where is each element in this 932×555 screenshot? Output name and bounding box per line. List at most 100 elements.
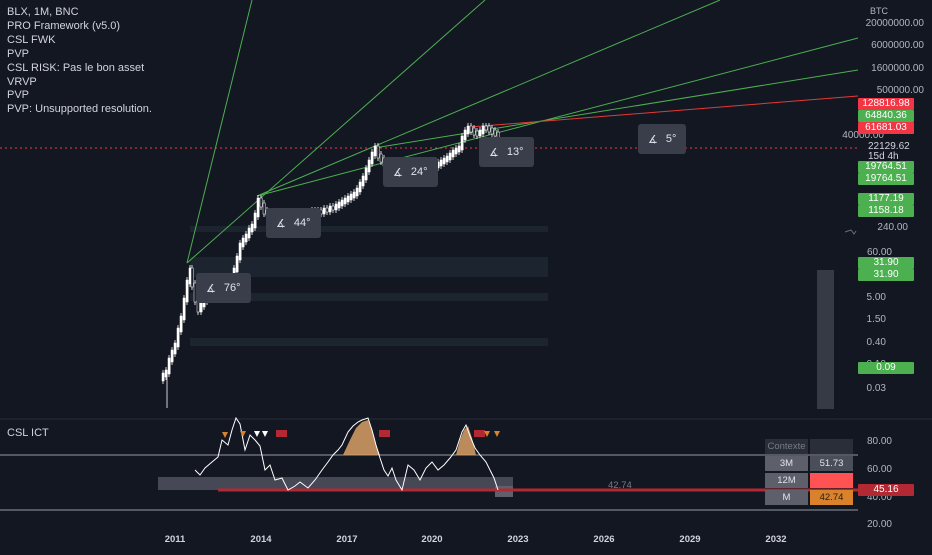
candle-body — [164, 369, 168, 378]
angle-label[interactable]: ∡ 24° — [383, 157, 438, 187]
candle-body — [161, 372, 165, 382]
candle-body — [322, 207, 326, 215]
candle-body — [247, 227, 251, 239]
legend-indicator-3[interactable]: PVP — [7, 47, 30, 60]
candle-body — [490, 127, 494, 135]
countdown-label: 15d 4h — [868, 151, 899, 162]
candle-body — [361, 175, 365, 187]
candle-body — [355, 187, 359, 197]
price-tag: 31.90 — [858, 257, 914, 269]
price-axis-label: 1600000.00 — [871, 63, 924, 74]
price-tag: 1177.19 — [858, 193, 914, 205]
context-header-cell — [810, 439, 853, 454]
small-mark — [844, 229, 857, 235]
candle-body — [199, 302, 203, 313]
candle-body — [454, 147, 458, 155]
candle-body — [466, 125, 470, 135]
candle-body — [190, 267, 194, 288]
angle-icon: ∡ — [489, 146, 499, 159]
price-tag: 19764.51 — [858, 173, 914, 185]
angle-label[interactable]: ∡ 5° — [638, 124, 687, 154]
axis-unit: BTC — [870, 6, 888, 16]
candle-body — [493, 129, 497, 137]
candle-body — [364, 167, 368, 181]
candle-body — [325, 207, 329, 213]
candle-body — [170, 349, 174, 363]
candle-body — [475, 130, 479, 137]
indicator-axis-label: 40.00 — [866, 492, 892, 503]
price-axis-label: 500000.00 — [876, 85, 924, 96]
price-tag: 31.90 — [858, 269, 914, 281]
candle-body — [328, 205, 332, 213]
candle-body — [346, 195, 350, 203]
time-axis-label: 2032 — [765, 534, 787, 545]
candle-body — [448, 152, 452, 161]
context-row-value — [810, 473, 853, 488]
context-row-value: 51.73 — [810, 456, 853, 471]
indicator-axis-label: 80.00 — [866, 436, 892, 447]
candle-body — [376, 145, 380, 159]
candle-body — [451, 149, 455, 158]
candle-body — [367, 159, 371, 173]
time-axis-label: 2017 — [336, 534, 358, 545]
angle-label[interactable]: ∡ 76° — [196, 273, 251, 303]
candle-body — [173, 342, 177, 355]
angle-icon: ∡ — [206, 282, 216, 295]
candle-body — [442, 157, 446, 165]
candle-body — [334, 203, 338, 211]
indicator-axis-label: 60.00 — [866, 464, 892, 475]
indicator-level-label: 42.74 — [608, 480, 632, 491]
time-axis-label: 2011 — [164, 534, 186, 545]
candle-body — [370, 151, 374, 165]
indicator-hot-zones — [343, 420, 476, 455]
candle-body — [185, 279, 189, 303]
angle-icon: ∡ — [393, 166, 403, 179]
legend-indicator-6[interactable]: PVP — [7, 89, 30, 102]
price-tag: 128816.98 — [858, 98, 914, 110]
angle-icon: ∡ — [648, 133, 658, 146]
indicator-axis-label: 20.00 — [866, 519, 892, 530]
candle-body — [349, 193, 353, 201]
legend-symbol[interactable]: BLX, 1M, BNC — [7, 6, 79, 18]
candle-body — [253, 212, 257, 229]
time-axis-label: 2014 — [250, 534, 272, 545]
context-row-label: 12M — [765, 473, 808, 488]
candle-body — [256, 197, 260, 218]
candle-body — [167, 357, 171, 375]
candle-body — [487, 125, 491, 133]
candle-body — [352, 191, 356, 199]
candle-body — [463, 129, 467, 141]
legend-indicator-1[interactable]: PRO Framework (v5.0) — [7, 19, 121, 32]
context-row-value: 42.74 — [810, 490, 853, 505]
candle-body — [235, 255, 239, 273]
price-axis-label: 0.40 — [866, 337, 886, 348]
angle-label[interactable]: ∡ 13° — [479, 137, 534, 167]
candle-body — [358, 181, 362, 193]
candle-body — [379, 153, 383, 163]
candle-body — [457, 145, 461, 153]
price-axis-label: 40000.00 — [842, 130, 884, 141]
legend-indicator-5[interactable]: VRVP — [7, 75, 37, 88]
indicator-signals — [222, 430, 500, 438]
candle-body — [262, 202, 266, 215]
legend-indicator-4[interactable]: CSL RISK: Pas le bon asset — [7, 61, 145, 74]
candle-body — [250, 223, 254, 233]
price-tag: 64840.36 — [858, 110, 914, 122]
price-axis-label: 0.03 — [866, 383, 886, 394]
candle-body — [439, 159, 443, 167]
angle-icon: ∡ — [276, 217, 286, 230]
volume-profile-bar — [817, 270, 834, 409]
legend-indicator-7[interactable]: PVP: Unsupported resolution. — [7, 103, 152, 116]
current-price-value: 22129.62 — [868, 141, 910, 152]
price-tag: 0.09 — [858, 362, 914, 374]
indicator-title[interactable]: CSL ICT — [7, 427, 49, 439]
candle-body — [445, 155, 449, 163]
context-header: Contexte — [765, 439, 808, 454]
indicator-band — [158, 477, 513, 490]
angle-label[interactable]: ∡ 44° — [266, 208, 321, 238]
price-tag: 61681.03 — [858, 122, 914, 134]
legend-indicator-2[interactable]: CSL FWK — [7, 33, 56, 46]
trend-lines — [186, 0, 859, 264]
candle-body — [484, 125, 488, 131]
